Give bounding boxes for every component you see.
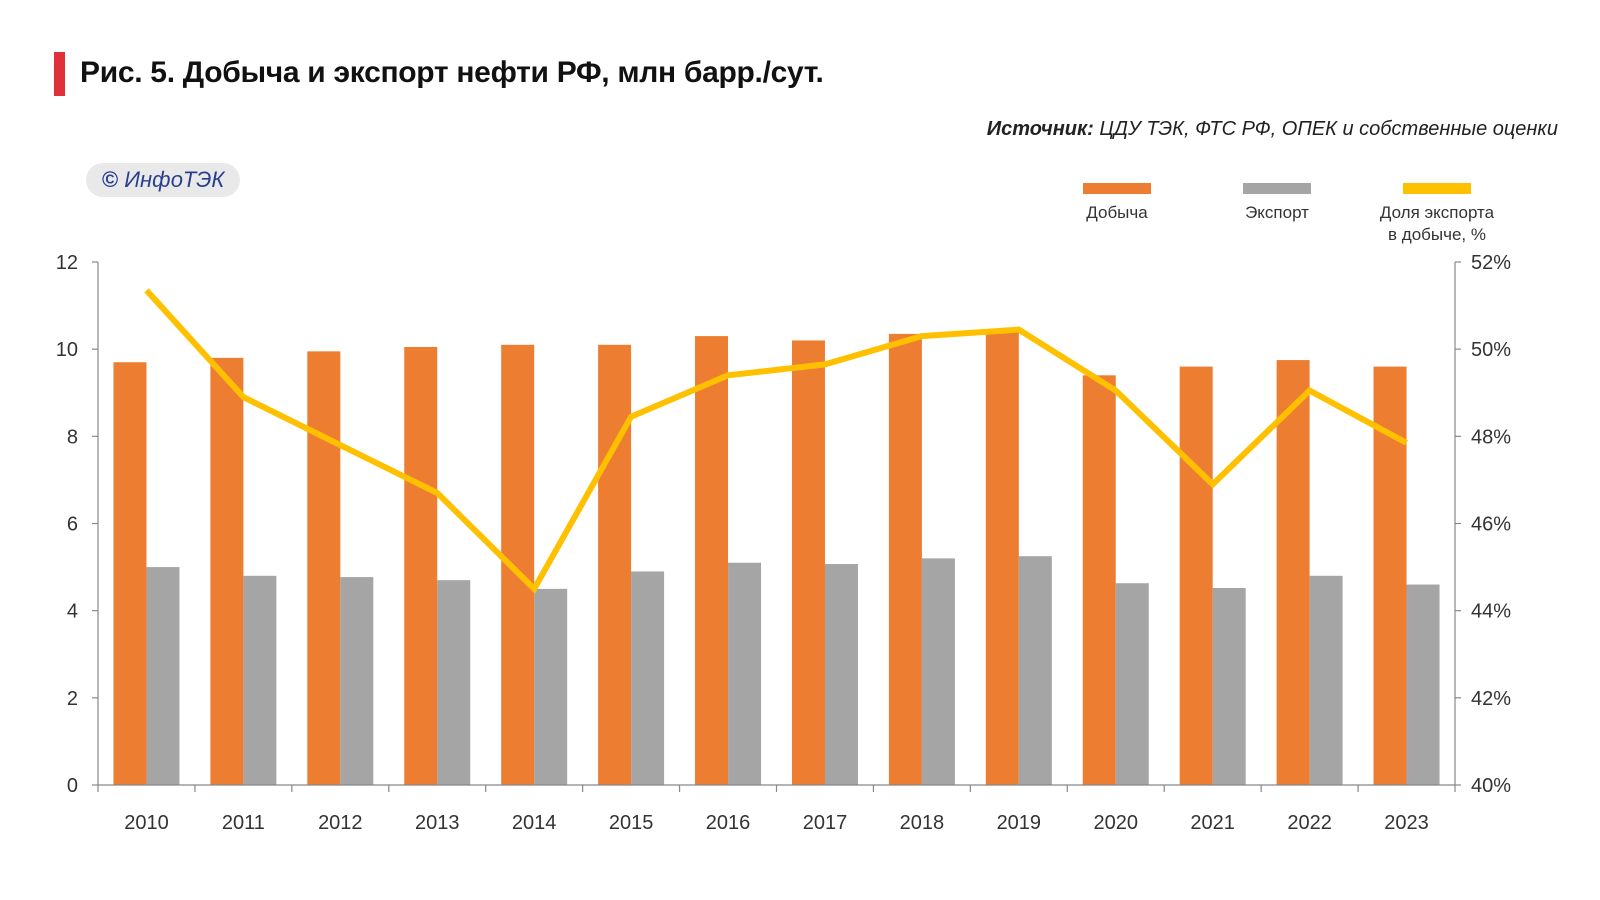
x-tick-label: 2014 [512, 812, 557, 834]
x-tick-label: 2015 [609, 812, 654, 834]
legend-production-label: Добыча [1086, 203, 1148, 222]
legend-production-swatch [1083, 183, 1151, 194]
x-tick-label: 2010 [124, 812, 169, 834]
y-tick-label: 8 [67, 426, 78, 448]
x-tick-label: 2022 [1287, 812, 1332, 834]
y-tick-label: 10 [56, 339, 78, 361]
y-tick-label: 0 [67, 775, 78, 797]
y2-tick-label: 44% [1471, 601, 1511, 623]
y2-tick-label: 50% [1471, 339, 1511, 361]
bar-production [307, 351, 341, 785]
legend-export-swatch [1243, 183, 1311, 194]
bar-production [598, 344, 632, 785]
y-tick-label: 12 [56, 252, 78, 274]
legend-share-swatch [1403, 183, 1471, 194]
x-tick-label: 2013 [415, 812, 460, 834]
x-tick-label: 2023 [1384, 812, 1429, 834]
bar-production [210, 357, 244, 785]
legend-share-label-1: Доля экспорта [1379, 203, 1495, 222]
legend-export: Экспорт [1242, 183, 1312, 224]
y2-tick-label: 40% [1471, 775, 1511, 797]
x-tick-label: 2019 [997, 812, 1042, 834]
bar-export [1309, 575, 1343, 785]
x-tick-label: 2018 [900, 812, 945, 834]
bar-export [1406, 584, 1440, 785]
copyright-text: ИнфоТЭК [124, 167, 225, 192]
source-label: Источник: [986, 118, 1094, 140]
bar-production [888, 333, 922, 785]
source-text: ЦДУ ТЭК, ФТС РФ, ОПЕК и собственные оцен… [1093, 118, 1558, 140]
y2-tick-label: 46% [1471, 514, 1511, 536]
x-tick-label: 2012 [318, 812, 363, 834]
x-tick-label: 2016 [706, 812, 751, 834]
x-tick-label: 2020 [1094, 812, 1139, 834]
page-title: Рис. 5. Добыча и экспорт нефти РФ, млн б… [80, 56, 824, 89]
legend-share-label-2: в добыче, % [1388, 225, 1486, 244]
y-tick-label: 2 [67, 688, 78, 710]
bar-export [534, 588, 568, 785]
bar-export [437, 580, 471, 785]
title-accent-bar [54, 52, 65, 96]
bar-export [340, 577, 374, 785]
copyright-icon: © [102, 167, 119, 192]
bar-export [824, 564, 858, 785]
bar-production [113, 362, 147, 785]
bar-export [728, 562, 762, 785]
copyright-badge: © ИнфоТЭК [86, 163, 241, 197]
bar-production [1082, 375, 1116, 785]
bar-export [243, 575, 277, 785]
y-tick-label: 6 [67, 514, 78, 536]
bar-export [1018, 556, 1052, 785]
y2-tick-label: 48% [1471, 426, 1511, 448]
legend-export-label: Экспорт [1245, 203, 1309, 222]
bar-export [1115, 583, 1149, 785]
bar-export [921, 558, 955, 785]
y2-tick-label: 52% [1471, 252, 1511, 274]
line-export-share [144, 288, 1408, 594]
bar-production [791, 340, 825, 785]
bar-export [146, 567, 180, 785]
y-tick-label: 4 [67, 601, 78, 623]
x-tick-label: 2021 [1190, 812, 1235, 834]
legend-production: Добыча [1082, 183, 1152, 224]
bar-production [1276, 360, 1310, 785]
x-tick-label: 2017 [803, 812, 848, 834]
bar-export [1212, 588, 1246, 785]
bar-production [985, 331, 1019, 785]
bar-export [631, 571, 665, 785]
bar-production [1179, 366, 1213, 785]
y2-tick-label: 42% [1471, 688, 1511, 710]
bar-production [404, 346, 438, 785]
legend-share: Доля экспорта в добыче, % [1362, 183, 1512, 246]
x-tick-label: 2011 [222, 812, 265, 834]
bar-production [695, 336, 729, 785]
source-note: Источник: ЦДУ ТЭК, ФТС РФ, ОПЕК и собств… [987, 118, 1558, 141]
